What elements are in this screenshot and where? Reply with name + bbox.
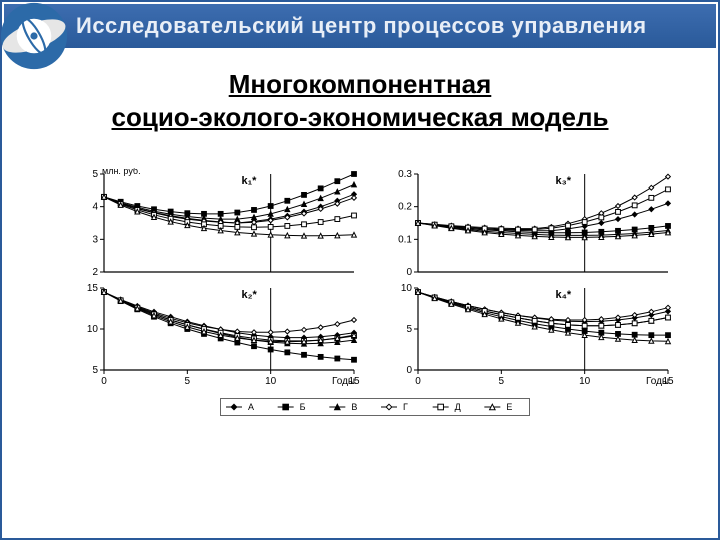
panel-k2: 51015051015k₂*Годы [70,282,366,392]
svg-text:k₂*: k₂* [242,289,258,301]
svg-text:Годы: Годы [332,376,355,387]
svg-text:Д: Д [455,402,461,412]
svg-text:3: 3 [92,234,98,245]
svg-text:0: 0 [406,267,412,278]
svg-text:млн. руб.: млн. руб. [102,168,141,176]
panel-k3: 0 0.1 0.2 0.3 k₃* [384,168,680,278]
svg-text:10: 10 [87,324,99,335]
main-title: Многокомпонентная социо-эколого-экономич… [40,68,680,135]
svg-text:0.1: 0.1 [398,234,412,245]
header-bar: Исследовательский центр процессов управл… [4,4,716,48]
header-title: Исследовательский центр процессов управл… [76,13,647,39]
svg-text:5: 5 [185,376,191,387]
svg-text:k₁*: k₁* [242,175,258,187]
title-line-2: социо-эколого-экономическая модель [112,102,609,132]
title-line-1: Многокомпонентная [229,69,492,99]
svg-text:Б: Б [300,402,306,412]
svg-text:k₃*: k₃* [556,175,572,187]
svg-text:0.3: 0.3 [398,169,412,180]
svg-text:0: 0 [406,365,412,376]
svg-text:Г: Г [403,402,408,412]
svg-text:5: 5 [499,376,505,387]
chart-grid: 2345k₁*млн. руб. 00.10.20.3k₃* 510150510… [70,168,680,392]
svg-text:15: 15 [87,283,99,294]
svg-text:5: 5 [92,365,98,376]
svg-text:В: В [351,402,357,412]
panel-k4: 0510051015k₄*Годы [384,282,680,392]
panel-k1: 2 3 4 5 k₁* млн. руб. [70,168,366,278]
chart-area: 2345k₁*млн. руб. 00.10.20.3k₃* 510150510… [70,168,680,416]
svg-text:Е: Е [506,402,512,412]
svg-text:0.2: 0.2 [398,202,412,213]
svg-text:Годы: Годы [646,376,669,387]
svg-text:10: 10 [265,376,277,387]
svg-text:10: 10 [401,283,413,294]
logo-icon [0,0,70,72]
svg-text:0: 0 [101,376,107,387]
svg-text:10: 10 [579,376,591,387]
legend: А Б В Г Д Е [70,398,680,416]
svg-text:5: 5 [92,169,98,180]
svg-text:4: 4 [92,202,98,213]
svg-text:5: 5 [406,324,412,335]
svg-text:А: А [248,402,254,412]
svg-text:k₄*: k₄* [556,289,572,301]
svg-text:0: 0 [415,376,421,387]
svg-text:2: 2 [92,267,98,278]
